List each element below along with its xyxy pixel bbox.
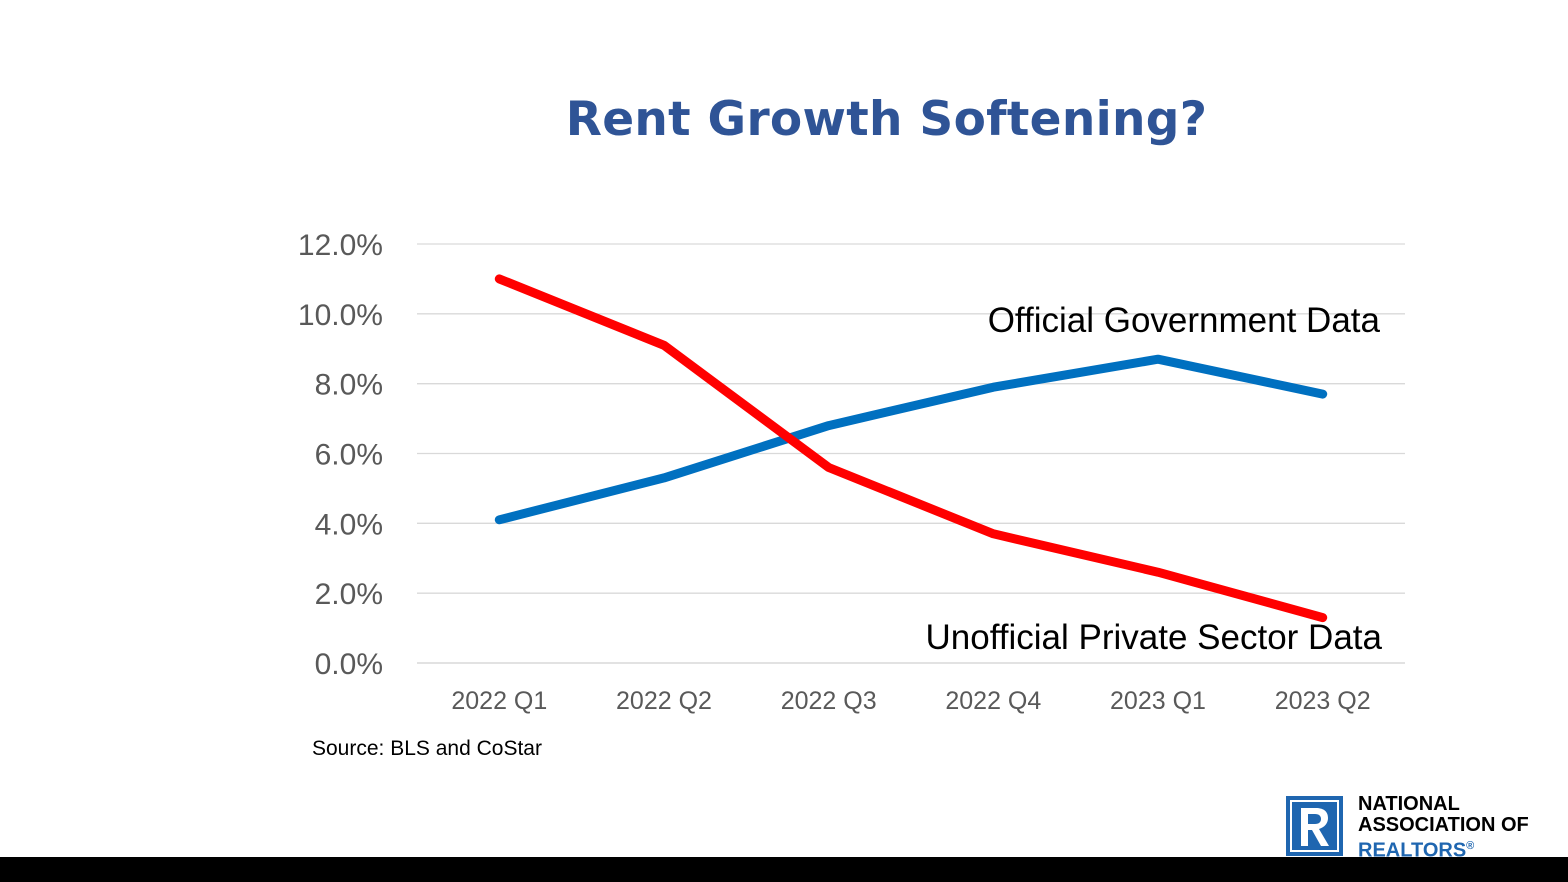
y-tick-label: 12.0%: [298, 229, 383, 262]
footer-bar: [0, 857, 1568, 882]
y-tick-label: 2.0%: [315, 578, 383, 611]
series-lines: [494, 274, 1328, 623]
logo-text-line-2: ASSOCIATION OF: [1358, 814, 1529, 836]
logo-text-line-3: REALTORS®: [1358, 836, 1474, 862]
x-category-label: 2022 Q2: [616, 687, 712, 715]
y-tick-label: 6.0%: [315, 439, 383, 472]
source-note: Source: BLS and CoStar: [312, 737, 542, 760]
y-tick-label: 0.0%: [315, 648, 383, 681]
x-axis-category-labels: 2022 Q1 2022 Q2 2022 Q3 2022 Q4 2023 Q1 2023 …: [451, 687, 1370, 715]
x-category-label: 2023 Q2: [1275, 687, 1371, 715]
logo-text-line-1: NATIONAL: [1358, 793, 1460, 815]
logo-realtors-word: REALTORS: [1358, 839, 1467, 862]
series-line-unofficial: [494, 274, 1328, 623]
series-label-official: Official Government Data: [988, 301, 1381, 340]
registered-mark: ®: [1466, 840, 1475, 852]
y-tick-label: 8.0%: [315, 369, 383, 402]
x-category-label: 2022 Q3: [781, 687, 877, 715]
nar-logo: NATIONAL ASSOCIATION OF REALTORS®: [1286, 793, 1556, 861]
y-axis-tick-labels: 0.0% 2.0% 4.0% 6.0% 8.0% 10.0% 12.0%: [298, 229, 383, 681]
series-label-unofficial: Unofficial Private Sector Data: [925, 618, 1382, 657]
chart-title: Rent Growth Softening?: [565, 92, 1208, 147]
y-tick-label: 4.0%: [315, 508, 383, 541]
x-category-label: 2023 Q1: [1110, 687, 1206, 715]
realtor-r-icon: [1286, 796, 1343, 856]
gridlines: [417, 243, 1405, 664]
x-category-label: 2022 Q1: [451, 687, 547, 715]
y-tick-label: 10.0%: [298, 299, 383, 332]
x-category-label: 2022 Q4: [945, 687, 1041, 715]
series-line-official: [494, 354, 1328, 525]
